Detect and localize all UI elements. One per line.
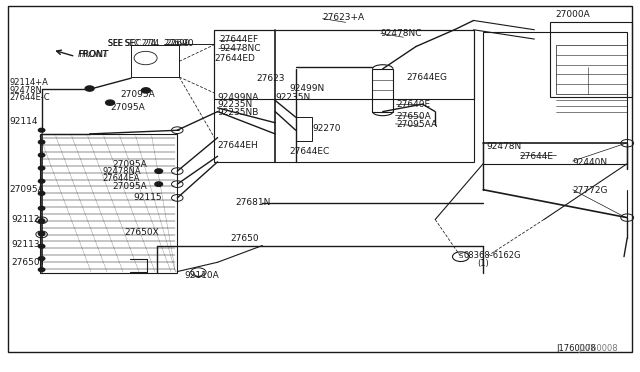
Circle shape	[38, 153, 45, 157]
Text: SEE SEC.274: SEE SEC.274	[108, 39, 156, 48]
Text: 92113: 92113	[12, 240, 40, 249]
Text: 27650Y: 27650Y	[12, 258, 45, 267]
Text: 27644EA: 27644EA	[102, 174, 140, 183]
Text: 27644EC: 27644EC	[289, 147, 330, 156]
Text: 27644ED: 27644ED	[214, 54, 255, 63]
Circle shape	[155, 182, 163, 186]
Text: 27644EF: 27644EF	[219, 35, 258, 44]
Text: 27650: 27650	[230, 234, 259, 243]
Text: 27095A: 27095A	[112, 160, 147, 169]
Bar	[550, 22, 632, 97]
Text: 27690: 27690	[165, 39, 194, 48]
Text: 92478NC: 92478NC	[381, 29, 422, 38]
Text: (1): (1)	[477, 259, 488, 267]
Text: 92440N: 92440N	[573, 158, 608, 167]
Text: 92114: 92114	[10, 117, 38, 126]
Text: 92112: 92112	[12, 215, 40, 224]
Text: 27623+A: 27623+A	[323, 13, 365, 22]
Text: 27644E: 27644E	[520, 152, 554, 161]
Text: 27000A: 27000A	[556, 10, 590, 19]
Circle shape	[38, 219, 45, 223]
Circle shape	[106, 100, 115, 105]
Bar	[372, 69, 393, 112]
Text: SEE SEC.274  27690: SEE SEC.274 27690	[108, 39, 189, 48]
Circle shape	[38, 128, 45, 132]
Text: 27095A: 27095A	[110, 103, 145, 112]
Text: 27772G: 27772G	[573, 186, 608, 195]
Circle shape	[85, 86, 94, 91]
Circle shape	[38, 244, 45, 248]
Text: 27095A: 27095A	[120, 90, 155, 99]
Circle shape	[38, 232, 45, 235]
Text: 27095AA: 27095AA	[397, 120, 438, 129]
Text: 27650X: 27650X	[125, 228, 159, 237]
Text: 92478NC: 92478NC	[219, 44, 260, 53]
Text: J1760008: J1760008	[557, 344, 596, 353]
Bar	[214, 30, 474, 162]
Circle shape	[38, 166, 45, 170]
Text: FRONT: FRONT	[78, 50, 109, 59]
Text: 27623: 27623	[256, 74, 285, 83]
Bar	[40, 134, 177, 273]
Text: 27640E: 27640E	[397, 100, 431, 109]
Text: 27644EG: 27644EG	[406, 73, 447, 81]
Circle shape	[155, 169, 163, 173]
Circle shape	[39, 219, 44, 222]
Circle shape	[38, 206, 45, 210]
Bar	[296, 117, 312, 141]
Text: 92114+A: 92114+A	[10, 78, 49, 87]
Text: FRONT: FRONT	[78, 50, 109, 59]
Text: 92235N: 92235N	[218, 100, 253, 109]
Text: 92499NA: 92499NA	[218, 93, 259, 102]
Circle shape	[38, 257, 45, 260]
Circle shape	[141, 88, 150, 93]
Bar	[131, 45, 179, 77]
Text: 27095A: 27095A	[112, 182, 147, 191]
Text: 27095A: 27095A	[10, 185, 44, 194]
Circle shape	[38, 192, 45, 195]
Text: S: S	[459, 253, 463, 259]
Bar	[214, 30, 474, 99]
Text: 08368-6162G: 08368-6162G	[464, 251, 522, 260]
Text: 92270: 92270	[312, 124, 341, 133]
Text: 27681N: 27681N	[236, 198, 271, 207]
Circle shape	[38, 179, 45, 183]
Text: 92478N: 92478N	[486, 142, 522, 151]
Bar	[556, 45, 627, 94]
Text: 27644EH: 27644EH	[218, 141, 259, 150]
Text: 92478N: 92478N	[10, 86, 42, 94]
Text: 27650A: 27650A	[397, 112, 431, 121]
Circle shape	[38, 140, 45, 144]
Text: 92478NA: 92478NA	[102, 167, 141, 176]
Text: 92235NB: 92235NB	[218, 108, 259, 117]
Text: 27644E-C: 27644E-C	[10, 93, 50, 102]
Circle shape	[38, 268, 45, 272]
Text: 92115: 92115	[133, 193, 162, 202]
Text: 92499N: 92499N	[289, 84, 324, 93]
Text: 92110A: 92110A	[184, 271, 219, 280]
Circle shape	[39, 233, 44, 236]
Bar	[483, 32, 627, 164]
Text: J1760008: J1760008	[579, 344, 618, 353]
Text: 92235N: 92235N	[275, 93, 310, 102]
